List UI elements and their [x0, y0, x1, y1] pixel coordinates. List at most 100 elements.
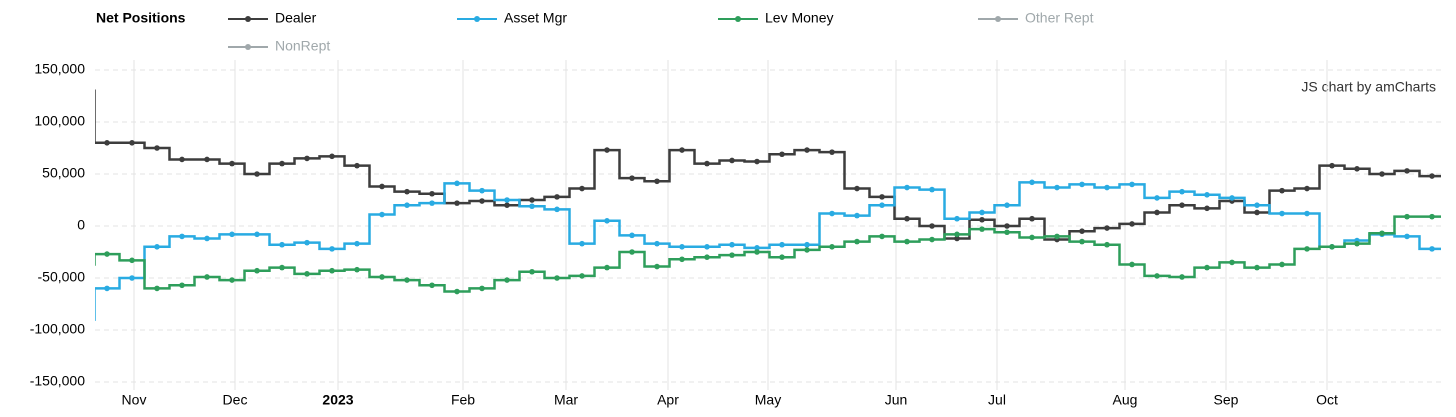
legend-label[interactable]: Dealer — [275, 10, 317, 26]
data-point — [329, 153, 335, 160]
data-point — [679, 147, 685, 153]
data-point — [1204, 192, 1210, 198]
data-point — [579, 273, 585, 279]
legend-label[interactable]: NonRept — [275, 38, 330, 54]
data-point — [1404, 168, 1410, 174]
y-tick-label: -150,000 — [30, 373, 85, 389]
data-point — [329, 246, 335, 252]
plot — [79, 88, 1441, 321]
data-point — [304, 155, 310, 162]
data-point — [229, 277, 235, 283]
y-tick-label: 150,000 — [34, 61, 85, 77]
legend-marker-dot — [245, 44, 251, 50]
data-point — [1354, 240, 1360, 247]
data-point — [404, 188, 410, 195]
data-point — [954, 231, 960, 238]
data-point — [204, 274, 210, 280]
data-point — [1229, 259, 1235, 266]
legend-title: Net Positions — [96, 10, 186, 26]
data-point — [1104, 225, 1110, 231]
data-point — [1004, 223, 1010, 229]
legend-marker-dot — [474, 16, 480, 22]
data-point — [779, 241, 785, 248]
y-tick-label: 0 — [77, 217, 85, 233]
data-point — [1054, 233, 1060, 240]
data-point — [704, 160, 710, 167]
data-point — [1329, 244, 1335, 250]
data-point — [754, 245, 760, 251]
data-point — [1029, 234, 1035, 241]
data-point — [204, 235, 210, 242]
data-point — [479, 187, 485, 194]
x-tick-label: Dec — [223, 392, 248, 408]
credit[interactable]: JS chart by amCharts — [1301, 79, 1436, 95]
legend-marker-dot — [245, 16, 251, 22]
data-point — [504, 197, 510, 203]
data-point — [1104, 241, 1110, 248]
data-point — [429, 282, 435, 289]
data-point — [254, 267, 260, 274]
data-point — [1254, 209, 1260, 216]
y-tick-label: 50,000 — [42, 165, 85, 181]
data-point — [554, 194, 560, 200]
legend-label[interactable]: Lev Money — [765, 10, 833, 26]
data-point — [654, 240, 660, 247]
data-point — [979, 226, 985, 232]
data-point — [954, 235, 960, 242]
data-point — [1404, 233, 1410, 240]
data-point — [154, 145, 160, 151]
data-point — [179, 233, 185, 240]
data-point — [704, 244, 710, 250]
data-point — [404, 202, 410, 208]
data-point — [304, 271, 310, 277]
data-point — [754, 249, 760, 255]
x-tick-label: Jul — [988, 392, 1006, 408]
data-point — [854, 238, 860, 245]
x-tick-label: May — [755, 392, 781, 408]
data-point — [579, 185, 585, 192]
x-tick-label: Oct — [1316, 392, 1338, 408]
x-tick-label: Sep — [1214, 392, 1239, 408]
data-point — [79, 88, 85, 94]
data-point — [529, 203, 535, 210]
data-point — [179, 282, 185, 289]
data-point — [1004, 202, 1010, 208]
data-point — [379, 211, 385, 218]
data-point — [879, 202, 885, 208]
data-point — [629, 232, 635, 239]
data-point — [1154, 209, 1160, 216]
data-point — [1079, 228, 1085, 234]
data-point — [229, 231, 235, 238]
data-point — [779, 254, 785, 260]
data-point — [554, 275, 560, 281]
data-point — [379, 274, 385, 280]
x-tick-label: Apr — [657, 392, 679, 408]
data-point — [604, 264, 610, 271]
data-point — [929, 186, 935, 193]
series-line — [95, 89, 1441, 241]
data-point — [129, 275, 135, 281]
data-point — [304, 239, 310, 246]
legend-label[interactable]: Other Rept — [1025, 10, 1094, 26]
data-point — [604, 147, 610, 153]
x-tick-label: Nov — [122, 392, 147, 408]
data-point — [1079, 238, 1085, 245]
y-tick-label: -50,000 — [38, 269, 86, 285]
data-point — [904, 184, 910, 191]
data-point — [879, 194, 885, 200]
data-point — [804, 247, 810, 253]
data-point — [1104, 184, 1110, 191]
data-point — [454, 180, 460, 187]
data-point — [854, 212, 860, 219]
data-point — [679, 244, 685, 250]
x-tick-label: 2023 — [322, 392, 353, 408]
x-tick-label: Aug — [1113, 392, 1138, 408]
data-point — [154, 244, 160, 250]
legend-label[interactable]: Asset Mgr — [504, 10, 567, 26]
data-point — [354, 266, 360, 273]
data-point — [529, 197, 535, 203]
data-point — [904, 238, 910, 245]
data-point — [1304, 210, 1310, 217]
data-point — [1129, 221, 1135, 227]
